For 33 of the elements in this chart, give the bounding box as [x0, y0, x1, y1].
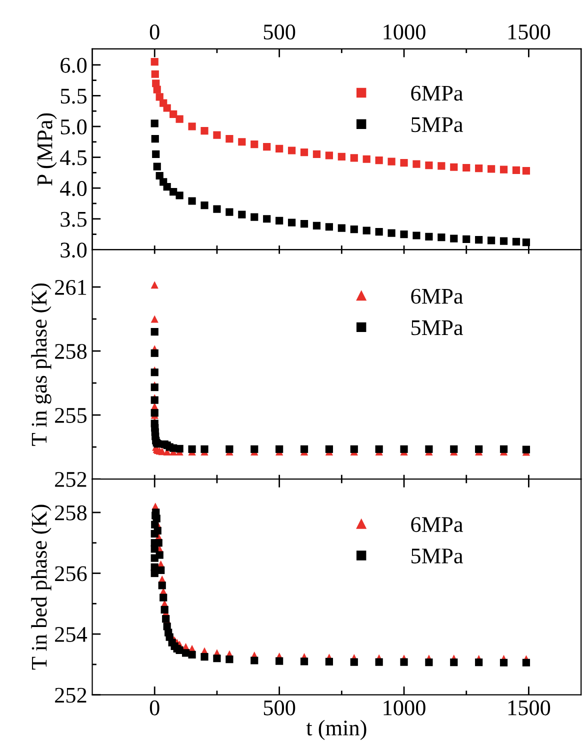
legend-label: 6MPa [411, 86, 464, 101]
legend-label: 5MPa [412, 548, 464, 564]
y-tick-label: 3.0 [60, 242, 87, 258]
x2-tick-label: 1000 [384, 24, 426, 40]
y-tick-label: 252 [55, 688, 86, 703]
y-tick-label: 256 [55, 566, 87, 582]
y-tick-label: 4.5 [60, 150, 87, 166]
legend-label: 5MPa [412, 117, 464, 132]
y-tick-label: 252 [55, 472, 86, 487]
x-axis-title: t (min) [306, 720, 366, 740]
y-axis-title: T in bed phase (K) [31, 504, 52, 670]
y-tick-label: 254 [55, 627, 88, 642]
y-tick-label: 5.0 [60, 119, 87, 135]
y-axis-title: P (MPa) [36, 113, 57, 186]
x2-tick-label: 1500 [508, 24, 550, 40]
y-tick-label: 6.0 [60, 58, 87, 73]
y-tick-label: 5.5 [60, 88, 87, 104]
x-tick-label: 500 [264, 700, 296, 716]
y-tick-label: 258 [55, 344, 87, 359]
y-tick-label: 4.0 [60, 181, 87, 196]
y-axis-title: T in gas phase (K) [31, 283, 52, 446]
legend-label: 6MPa [411, 288, 464, 304]
legend-label: 6MPa [411, 517, 464, 532]
x-tick-label: 0 [150, 700, 160, 716]
x-tick-label: 1000 [384, 700, 426, 716]
x2-tick-label: 500 [264, 24, 296, 40]
legend-label: 5MPa [412, 320, 464, 336]
x-tick-label: 1500 [508, 700, 550, 716]
y-tick-label: 258 [55, 505, 87, 520]
y-tick-label: 255 [55, 408, 87, 423]
x2-tick-label: 0 [150, 24, 160, 40]
y-tick-label: 3.5 [60, 212, 87, 227]
y-tick-label: 261 [55, 280, 86, 295]
